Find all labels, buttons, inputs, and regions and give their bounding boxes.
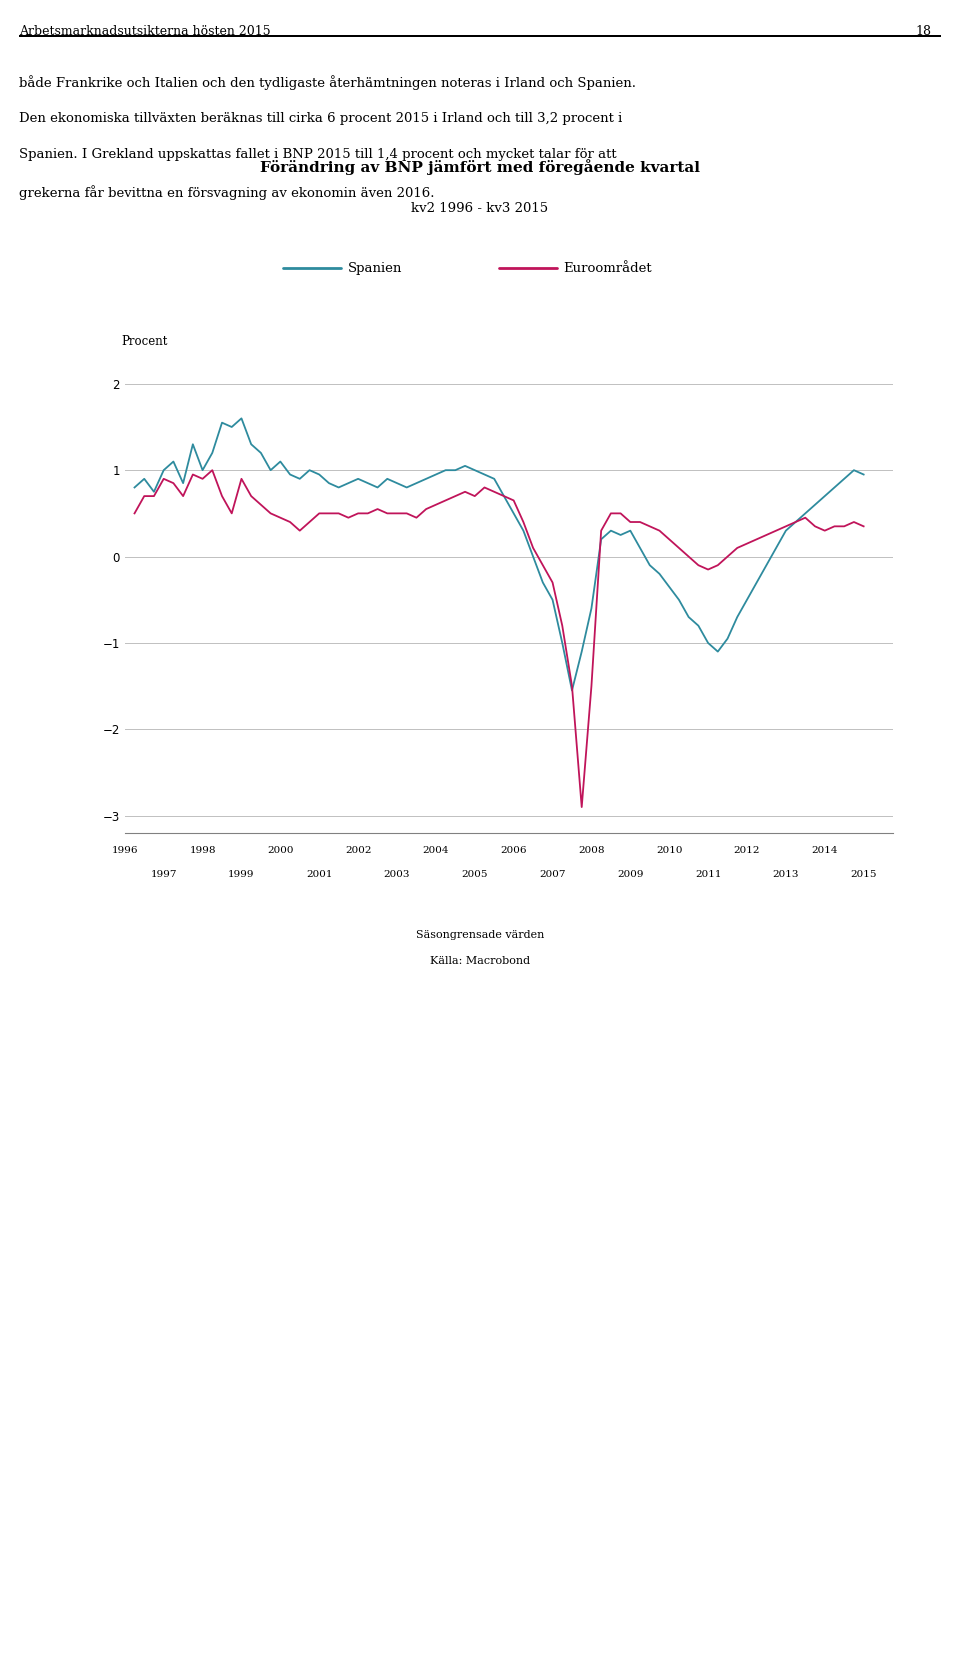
Text: 2005: 2005 — [462, 870, 488, 878]
Text: 2000: 2000 — [267, 846, 294, 855]
Text: 2011: 2011 — [695, 870, 721, 878]
Text: 2013: 2013 — [773, 870, 799, 878]
Text: 18: 18 — [915, 25, 931, 38]
Text: Källa: Macrobond: Källa: Macrobond — [430, 956, 530, 966]
Text: 2014: 2014 — [811, 846, 838, 855]
Text: 2007: 2007 — [540, 870, 565, 878]
Text: 1998: 1998 — [189, 846, 216, 855]
Text: 2010: 2010 — [656, 846, 683, 855]
Text: 2008: 2008 — [578, 846, 605, 855]
Text: Förändring av BNP jämfört med föregående kvartal: Förändring av BNP jämfört med föregående… — [260, 158, 700, 175]
Text: 2012: 2012 — [733, 846, 760, 855]
Text: Euroområdet: Euroområdet — [564, 262, 652, 275]
Text: 2003: 2003 — [384, 870, 410, 878]
Text: 2015: 2015 — [851, 870, 876, 878]
Text: Säsongrensade värden: Säsongrensade värden — [416, 930, 544, 940]
Text: både Frankrike och Italien och den tydligaste återhämtningen noteras i Irland oc: både Frankrike och Italien och den tydli… — [19, 75, 636, 90]
Text: 2004: 2004 — [422, 846, 449, 855]
Text: Spanien. I Grekland uppskattas fallet i BNP 2015 till 1,4 procent och mycket tal: Spanien. I Grekland uppskattas fallet i … — [19, 148, 617, 162]
Text: Procent: Procent — [121, 335, 167, 348]
Text: Arbetsmarknadsutsikterna hösten 2015: Arbetsmarknadsutsikterna hösten 2015 — [19, 25, 271, 38]
Text: grekerna får bevittna en försvagning av ekonomin även 2016.: grekerna får bevittna en försvagning av … — [19, 185, 435, 200]
Text: kv2 1996 - kv3 2015: kv2 1996 - kv3 2015 — [412, 202, 548, 215]
Text: Den ekonomiska tillväxten beräknas till cirka 6 procent 2015 i Irland och till 3: Den ekonomiska tillväxten beräknas till … — [19, 112, 622, 125]
Text: Spanien: Spanien — [348, 262, 402, 275]
Text: 1997: 1997 — [151, 870, 177, 878]
Text: 2001: 2001 — [306, 870, 332, 878]
Text: 1999: 1999 — [228, 870, 254, 878]
Text: 1996: 1996 — [111, 846, 138, 855]
Text: 2006: 2006 — [500, 846, 527, 855]
Text: 2009: 2009 — [617, 870, 643, 878]
Text: 2002: 2002 — [345, 846, 372, 855]
